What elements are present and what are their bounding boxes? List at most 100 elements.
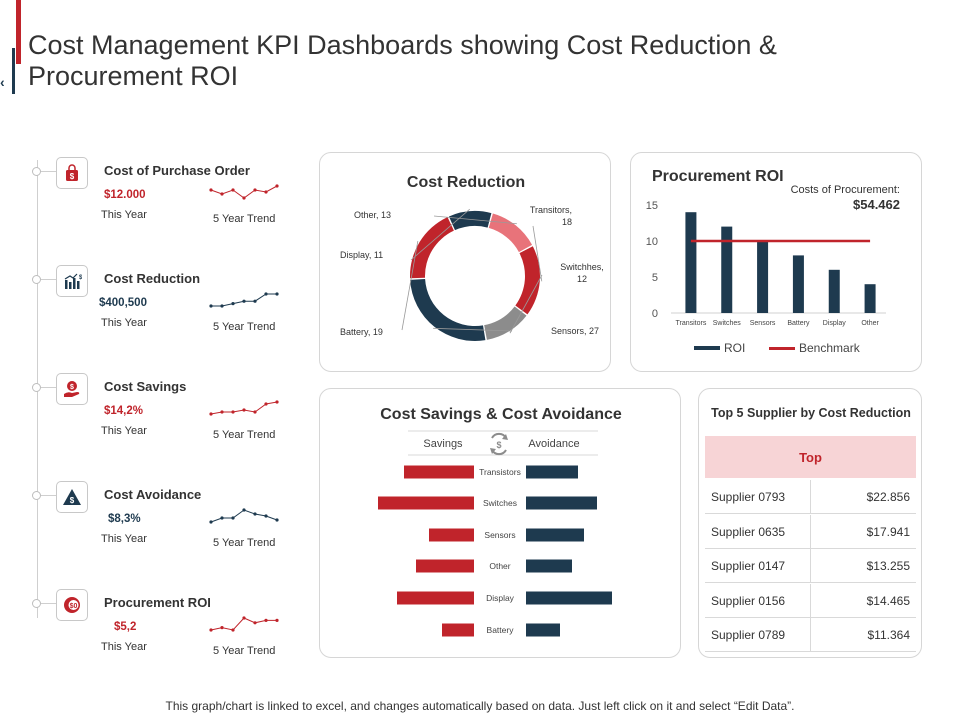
roi-bar <box>792 255 804 313</box>
savings-bar <box>378 496 474 510</box>
supplier-value: $11.364 <box>867 628 911 642</box>
y-tick-label: 5 <box>652 272 658 284</box>
category-label: Battery <box>487 625 515 635</box>
kpi-period: This Year <box>101 533 147 545</box>
sparkline-point <box>275 518 279 522</box>
timeline-dot <box>32 491 41 500</box>
legend-roi-label: ROI <box>724 341 745 355</box>
supplier-name: Supplier 0635 <box>711 524 786 539</box>
kpi-title: Cost Avoidance <box>104 487 202 502</box>
donut-slice <box>410 278 486 341</box>
title-accent-bar <box>16 0 21 64</box>
column-divider <box>810 618 811 652</box>
warning-triangle-icon: $ <box>56 481 88 513</box>
x-tick-label: Transitors <box>675 320 706 327</box>
category-label: Transistors <box>479 467 521 477</box>
supplier-value: $14.465 <box>866 593 910 608</box>
avoidance-bar <box>526 496 597 510</box>
top-suppliers-card: Top 5 Supplier by Cost Reduction Top Sup… <box>698 388 922 658</box>
savings-bar <box>429 528 474 542</box>
timeline-connector <box>41 603 57 604</box>
kpi-sparkline <box>209 184 279 200</box>
title-accent-bar-navy <box>12 48 15 94</box>
kpi-trend-label: 5 Year Trend <box>213 429 276 441</box>
sparkline-point <box>242 508 246 512</box>
donut-slice-label: Other, 13 <box>354 210 391 220</box>
sparkline-point <box>275 400 279 404</box>
cost-reduction-card: Cost Reduction Transitors, 18 Switchhes, 12… <box>319 152 611 372</box>
dollar-target-icon: $0 <box>56 589 88 621</box>
sparkline-point <box>253 512 257 516</box>
svg-text:$: $ <box>79 275 82 281</box>
footer-note: This graph/chart is linked to excel, and… <box>165 699 795 713</box>
sparkline-point <box>253 188 257 192</box>
savings-bar <box>404 465 474 479</box>
kpi-period: This Year <box>101 317 147 329</box>
kpi-trend-label: 5 Year Trend <box>213 537 276 549</box>
kpi-sparkline <box>209 616 279 632</box>
shopping-bag-icon: $ <box>56 157 88 189</box>
sparkline-point <box>220 410 224 414</box>
supplier-name: Supplier 0793 <box>711 490 786 504</box>
kpi-item: $ Cost Savings $14,2% This Year 5 Year Trend <box>28 373 298 463</box>
kpi-trend-label: 5 Year Trend <box>213 645 276 657</box>
supplier-value: $17.941 <box>866 524 910 539</box>
x-tick-label: Battery <box>787 320 810 327</box>
kpi-sparkline <box>209 400 279 416</box>
table-row: Supplier 0789 $11.364 <box>705 618 916 652</box>
legend-roi-swatch <box>694 346 720 350</box>
donut-slice-label: Sensors, 27 <box>551 326 599 336</box>
savings-bar <box>416 559 474 573</box>
timeline-dot <box>32 599 41 608</box>
supplier-name: Supplier 0156 <box>711 593 786 608</box>
sparkline-point <box>264 190 268 194</box>
sparkline-point <box>220 304 224 308</box>
sparkline-point <box>209 628 213 632</box>
donut-slice-label: Battery, 19 <box>340 327 383 337</box>
cost-reduction-donut-chart: Transitors, 18 Switchhes, 12 Sensors, 27 Batt… <box>340 205 604 341</box>
chevron-left-icon[interactable]: ‹ <box>0 74 5 90</box>
sparkline-point <box>242 408 246 412</box>
avoidance-bar <box>526 465 578 479</box>
costs-of-procurement-value: $54.462 <box>853 197 900 212</box>
costs-of-procurement-label: Costs of Procurement: <box>790 184 900 196</box>
sparkline-point <box>231 628 235 632</box>
svg-text:$: $ <box>70 384 74 391</box>
donut-slice-label: Switchhes, 12 <box>560 262 604 284</box>
column-divider <box>810 549 811 583</box>
category-label: Other <box>489 561 510 571</box>
savings-avoidance-title: Cost Savings & Cost Avoidance <box>380 406 622 423</box>
kpi-trend-label: 5 Year Trend <box>213 213 276 225</box>
roi-bar <box>685 212 697 313</box>
supplier-table-header: Top <box>705 436 916 478</box>
bar-chart-dollar-icon: $ <box>56 265 88 297</box>
kpi-item: $ Cost Avoidance $8,3% This Year 5 Year Tren… <box>28 481 298 571</box>
donut-slice-label: Display, 11 <box>340 250 383 260</box>
savings-bar <box>442 623 474 637</box>
category-label: Switches <box>483 498 517 508</box>
sparkline-point <box>209 188 213 192</box>
supplier-name: Supplier 0147 <box>711 559 786 573</box>
savings-avoidance-card: Cost Savings & Cost Avoidance Savings Avo… <box>319 388 681 658</box>
sparkline-point <box>275 618 279 622</box>
kpi-sparkline <box>209 508 279 524</box>
x-tick-label: Switches <box>713 320 742 327</box>
sparkline-point <box>220 626 224 630</box>
donut-slice-label: Transitors, 18 <box>530 205 572 227</box>
x-tick-label: Display <box>823 320 846 327</box>
table-row: Supplier 0793 $22.856 <box>705 480 916 514</box>
kpi-period: This Year <box>101 209 147 221</box>
sparkline-point <box>253 410 257 414</box>
avoidance-bar <box>526 559 572 573</box>
kpi-item: $ Cost of Purchase Order $12.000 This Year 5… <box>28 157 298 247</box>
kpi-period: This Year <box>101 641 147 653</box>
y-tick-label: 10 <box>646 236 658 248</box>
sparkline-point <box>264 402 268 406</box>
timeline-connector <box>41 495 57 496</box>
sparkline-point <box>253 621 257 625</box>
timeline-connector <box>41 171 57 172</box>
timeline-dot <box>32 275 41 284</box>
x-tick-label: Other <box>861 320 879 327</box>
roi-bar <box>721 226 733 313</box>
supplier-value: $22.856 <box>866 490 910 504</box>
